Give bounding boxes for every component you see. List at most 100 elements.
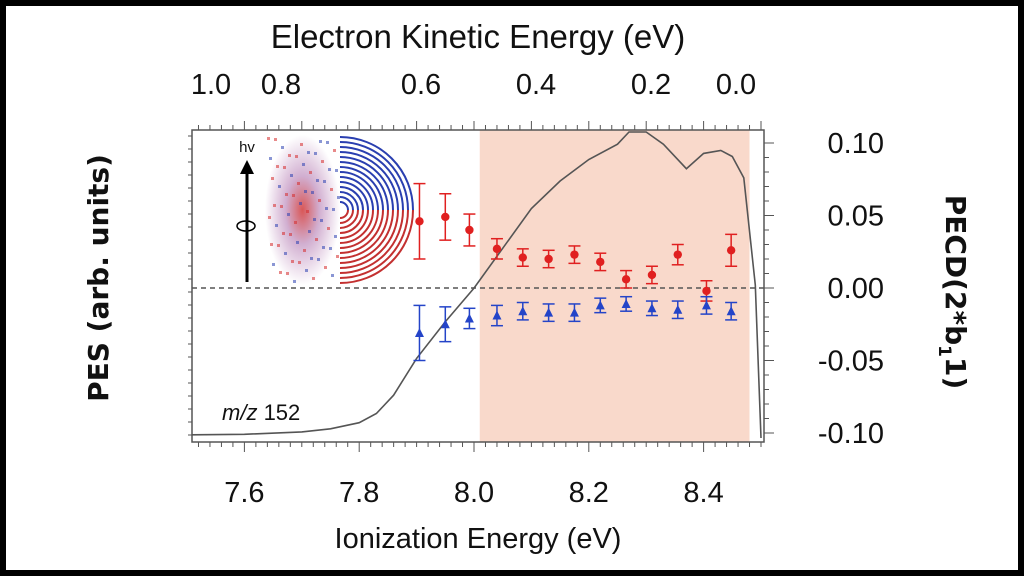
top-axis-title: Electron Kinetic Energy (eV) bbox=[271, 18, 686, 55]
vmi-noise-speckle bbox=[313, 218, 316, 221]
vmi-ring-upper bbox=[339, 196, 354, 211]
vmi-ring-upper bbox=[339, 146, 404, 211]
data-point-red bbox=[673, 250, 682, 259]
x-tick-label: 8.4 bbox=[683, 477, 723, 509]
pes-curve bbox=[192, 131, 762, 439]
vmi-ring-lower bbox=[339, 209, 349, 219]
right-axis-label-main: PECD(2*b bbox=[939, 195, 972, 345]
vmi-ring-lower bbox=[339, 209, 384, 254]
vmi-ring-upper bbox=[339, 141, 409, 211]
vmi-noise-speckle bbox=[312, 277, 315, 280]
vmi-noise-speckle bbox=[278, 185, 281, 188]
top-tick-label: 0.8 bbox=[261, 69, 301, 101]
data-point-red bbox=[415, 217, 424, 226]
vmi-noise-speckle bbox=[332, 208, 335, 211]
vmi-ring-lower bbox=[339, 209, 354, 224]
vmi-noise-speckle bbox=[286, 272, 289, 275]
data-point-red bbox=[518, 253, 527, 262]
vmi-noise-speckle bbox=[280, 205, 283, 208]
vmi-ring-upper bbox=[339, 151, 399, 211]
vmi-noise-speckle bbox=[302, 163, 305, 166]
vmi-noise-speckle bbox=[274, 138, 277, 141]
vmi-noise-speckle bbox=[330, 188, 333, 191]
vmi-noise-speckle bbox=[283, 166, 286, 169]
mz-annotation-italic: m/z bbox=[222, 400, 257, 425]
vmi-noise-speckle bbox=[273, 204, 276, 207]
top-tick-label: 0.0 bbox=[716, 69, 756, 101]
x-tick-label: 8.2 bbox=[569, 477, 609, 509]
vmi-ring-upper bbox=[339, 191, 359, 211]
vmi-noise-speckle bbox=[294, 221, 297, 224]
vmi-noise-speckle bbox=[306, 210, 309, 213]
vmi-noise-speckle bbox=[322, 246, 325, 249]
data-point-red bbox=[492, 244, 502, 254]
top-tick-label: 0.2 bbox=[631, 69, 671, 101]
vmi-ring-lower bbox=[339, 209, 369, 239]
vmi-noise-speckle bbox=[292, 194, 295, 197]
pes-layer bbox=[192, 131, 762, 439]
vmi-noise-speckle bbox=[331, 274, 334, 277]
mz-annotation: m/z 152 bbox=[222, 400, 300, 425]
data-point-red bbox=[570, 250, 579, 259]
vmi-ring-lower bbox=[339, 209, 364, 234]
top-tick-label: 0.4 bbox=[516, 69, 556, 101]
top-tick-label: 1.0 bbox=[191, 69, 231, 101]
data-point-blue bbox=[414, 327, 424, 337]
vmi-ring-lower bbox=[339, 209, 374, 244]
vmi-noise-speckle bbox=[284, 252, 287, 255]
data-point-red bbox=[621, 275, 631, 284]
vmi-noise-speckle bbox=[289, 233, 292, 236]
vmi-noise-speckle bbox=[324, 266, 327, 269]
vmi-noisy-half bbox=[265, 135, 340, 285]
vmi-ring-upper bbox=[339, 136, 414, 211]
vmi-ring-upper bbox=[339, 171, 379, 211]
hv-label: hv bbox=[239, 139, 255, 156]
vmi-noise-speckle bbox=[310, 257, 313, 260]
x-axis-label: Ionization Energy (eV) bbox=[335, 523, 622, 555]
tick-label-layer: 7.6 7.8 8.0 8.2 8.4 1.0 0.8 0.6 0.4 0.2 0.0 0.10 0.0… bbox=[191, 69, 884, 509]
plot-frame bbox=[191, 129, 765, 443]
shade-layer bbox=[479, 130, 750, 442]
x-tick-label: 7.8 bbox=[339, 477, 379, 509]
data-point-blue bbox=[726, 306, 736, 316]
vmi-noise-speckle bbox=[308, 230, 311, 233]
right-axis-label-sub: 1 bbox=[934, 345, 954, 357]
circular-polarization-icon bbox=[236, 220, 256, 232]
polarization-arrow: hv bbox=[236, 139, 256, 282]
vmi-noise-speckle bbox=[318, 199, 321, 202]
data-point-blue bbox=[569, 307, 579, 317]
vmi-noise-speckle bbox=[282, 232, 285, 235]
vmi-noise-speckle bbox=[296, 241, 299, 244]
vmi-noise-speckle bbox=[333, 149, 336, 152]
vmi-ring-lower bbox=[339, 209, 379, 249]
vmi-noise-speckle bbox=[327, 227, 330, 230]
vmi-ring-upper bbox=[339, 161, 389, 211]
vmi-noise-speckle bbox=[329, 247, 332, 250]
vmi-noise-speckle bbox=[299, 202, 302, 205]
data-point-red bbox=[647, 270, 657, 280]
vmi-inset bbox=[265, 135, 414, 285]
vmi-noise-speckle bbox=[288, 154, 291, 157]
vmi-noise-speckle bbox=[316, 179, 319, 182]
data-point-blue bbox=[518, 306, 528, 316]
right-tick-label: -0.05 bbox=[818, 346, 884, 378]
vmi-noise-speckle bbox=[279, 271, 282, 274]
vmi-noise-speckle bbox=[307, 151, 310, 154]
tick-layer bbox=[188, 121, 774, 452]
vmi-noise-speckle bbox=[317, 258, 320, 261]
vmi-noise-speckle bbox=[281, 146, 284, 149]
vmi-noise-speckle bbox=[267, 137, 270, 140]
vmi-noise-speckle bbox=[309, 171, 312, 174]
right-tick-label: 0.10 bbox=[828, 128, 884, 160]
data-point-red bbox=[441, 212, 450, 222]
vmi-ring-lower bbox=[339, 209, 399, 269]
x-tick-label: 8.0 bbox=[454, 477, 494, 509]
vmi-noise-speckle bbox=[295, 155, 298, 158]
data-point-red bbox=[596, 257, 605, 267]
data-point-blue bbox=[440, 319, 450, 329]
vmi-noise-speckle bbox=[271, 177, 274, 180]
vmi-noise-speckle bbox=[315, 238, 318, 241]
vmi-ring-lower bbox=[339, 209, 389, 259]
vmi-ring-lower bbox=[339, 209, 359, 229]
